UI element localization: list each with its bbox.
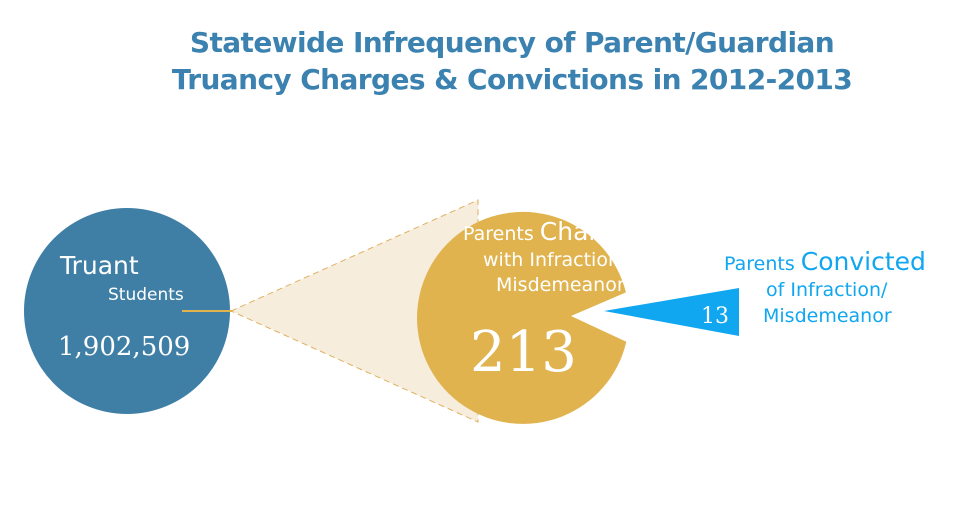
charged-label-line-2: with Infraction/ (483, 249, 627, 271)
convicted-label-prefix: Parents (724, 253, 801, 275)
truant-students-circle (24, 208, 230, 414)
charged-label-emphasis: Charged (540, 217, 646, 246)
convicted-label-line-1: Parents Convicted (724, 247, 926, 276)
convicted-label-line-2: of Infraction/ (766, 279, 888, 301)
parents-charged-pie (417, 211, 627, 424)
convicted-label-line-3: Misdemeanor (763, 305, 892, 327)
convicted-label-emphasis: Convicted (801, 247, 926, 276)
chart-title-line-1: Statewide Infrequency of Parent/Guardian (190, 26, 834, 59)
charged-value: 213 (470, 320, 577, 385)
charged-label-line-1: Parents Charged (463, 217, 645, 246)
truant-label-line-1: Truant (59, 251, 139, 280)
charged-label-prefix: Parents (463, 223, 540, 245)
chart-title-line-2: Truancy Charges & Convictions in 2012-20… (172, 63, 852, 96)
parents-convicted-wedge (604, 288, 739, 336)
charged-label-line-3: Misdemeanor (496, 274, 625, 296)
truant-value: 1,902,509 (58, 332, 190, 362)
convicted-value: 13 (701, 304, 729, 329)
truant-label-line-2: Students (108, 285, 184, 305)
